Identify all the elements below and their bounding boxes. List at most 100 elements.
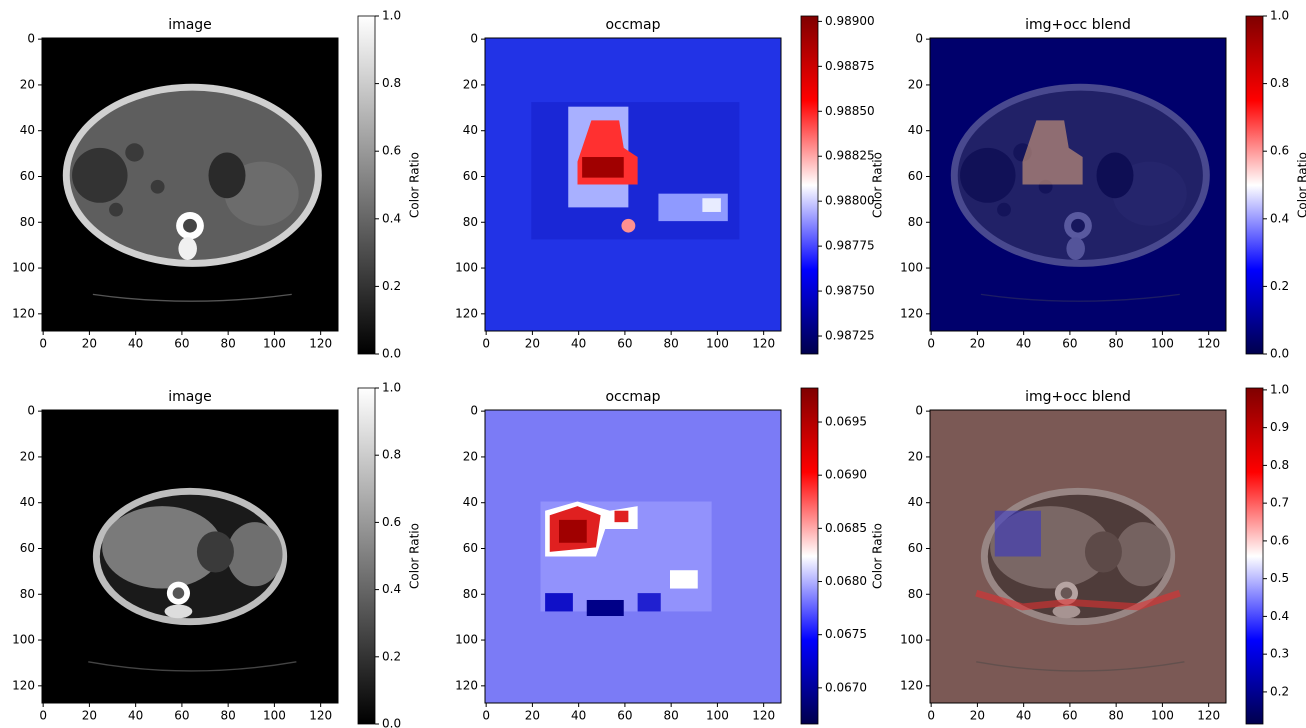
y-tick-label: 80 — [463, 587, 478, 601]
y-tick-label: 80 — [908, 215, 923, 229]
x-tick-label: 120 — [309, 709, 332, 723]
y-tick-label: 40 — [20, 495, 35, 509]
x-tick-label: 60 — [174, 709, 189, 723]
colorbar-tick-label: 0.8 — [382, 448, 401, 462]
x-tick-label: 60 — [174, 337, 189, 351]
x-tick-label: 20 — [970, 337, 985, 351]
x-tick-label: 80 — [221, 709, 236, 723]
panel-title: img+occ blend — [1025, 17, 1131, 33]
y-tick-label: 100 — [12, 261, 35, 275]
colorbar — [1246, 16, 1263, 354]
y-tick-label: 80 — [20, 587, 35, 601]
colorbar-tick-label: 1.0 — [382, 381, 401, 395]
colorbar-tick-label: 0.98825 — [825, 149, 875, 163]
y-tick-label: 0 — [470, 404, 478, 418]
y-tick-label: 100 — [455, 633, 478, 647]
panel-title: image — [168, 17, 212, 33]
colorbar-tick-label: 0.2 — [1270, 279, 1289, 293]
y-tick-label: 120 — [900, 678, 923, 692]
colorbar-tick-label: 0.4 — [1270, 211, 1289, 225]
x-tick-label: 60 — [617, 709, 632, 723]
colorbar-tick-label: 0.6 — [1270, 144, 1289, 158]
colorbar-tick-label: 0.6 — [382, 144, 401, 158]
y-tick-label: 100 — [900, 261, 923, 275]
colorbar-label: Color Ratio — [871, 523, 885, 589]
colorbar-label: Color Ratio — [871, 152, 885, 218]
colorbar-tick-label: 1.0 — [1270, 9, 1289, 23]
y-tick-label: 60 — [463, 169, 478, 183]
colorbar-tick-label: 0.98775 — [825, 239, 875, 253]
colorbar — [358, 16, 375, 354]
x-tick-label: 40 — [571, 337, 586, 351]
panel-title: occmap — [605, 389, 660, 405]
x-tick-label: 60 — [1062, 709, 1077, 723]
x-tick-label: 40 — [128, 709, 143, 723]
image-panel — [42, 38, 338, 331]
x-tick-label: 40 — [1016, 337, 1031, 351]
x-tick-label: 80 — [221, 337, 236, 351]
y-tick-label: 40 — [908, 495, 923, 509]
x-tick-label: 120 — [1197, 337, 1220, 351]
colorbar-tick-label: 0.4 — [382, 211, 401, 225]
x-tick-label: 20 — [82, 337, 97, 351]
x-tick-label: 20 — [525, 337, 540, 351]
colorbar — [1246, 388, 1263, 724]
colorbar-tick-label: 0.7 — [1270, 496, 1289, 510]
y-tick-label: 120 — [455, 306, 478, 320]
y-tick-label: 60 — [20, 169, 35, 183]
panel-title: img+occ blend — [1025, 389, 1131, 405]
x-tick-label: 60 — [617, 337, 632, 351]
colorbar-tick-label: 0.98875 — [825, 59, 875, 73]
x-tick-label: 120 — [752, 337, 775, 351]
colorbar-tick-label: 0.98800 — [825, 194, 875, 208]
x-tick-label: 100 — [1151, 337, 1174, 351]
x-tick-label: 100 — [263, 709, 286, 723]
colorbar-tick-label: 0.0675 — [825, 627, 867, 641]
colorbar-tick-label: 0.0 — [382, 717, 401, 728]
colorbar-label: Color Ratio — [408, 152, 422, 218]
x-tick-label: 60 — [1062, 337, 1077, 351]
colorbar — [801, 388, 818, 724]
y-tick-label: 100 — [455, 261, 478, 275]
colorbar-tick-label: 0.98750 — [825, 284, 875, 298]
blend-panel — [930, 410, 1226, 703]
y-tick-label: 60 — [908, 169, 923, 183]
x-tick-label: 40 — [128, 337, 143, 351]
colorbar-tick-label: 0.0690 — [825, 468, 867, 482]
x-tick-label: 80 — [1109, 709, 1124, 723]
colorbar-tick-label: 0.8 — [1270, 458, 1289, 472]
y-tick-label: 0 — [470, 32, 478, 46]
y-tick-label: 120 — [900, 306, 923, 320]
y-tick-label: 100 — [12, 633, 35, 647]
colorbar-tick-label: 0.4 — [382, 582, 401, 596]
y-tick-label: 80 — [463, 215, 478, 229]
colorbar-tick-label: 0.0695 — [825, 415, 867, 429]
occmap-panel — [485, 410, 781, 703]
figure: image 0 20 40 60 80 100 120 0 20 40 60 80 100 120 0.0 0.… — [0, 0, 1306, 728]
y-tick-label: 20 — [463, 449, 478, 463]
y-tick-label: 0 — [915, 32, 923, 46]
x-tick-label: 0 — [927, 337, 935, 351]
panel-title: image — [168, 389, 212, 405]
colorbar-tick-label: 0.2 — [1270, 684, 1289, 698]
colorbar-tick-label: 0.0 — [1270, 347, 1289, 361]
x-tick-label: 120 — [309, 337, 332, 351]
y-tick-label: 40 — [20, 123, 35, 137]
x-tick-label: 20 — [82, 709, 97, 723]
x-tick-label: 0 — [927, 709, 935, 723]
y-tick-label: 120 — [455, 678, 478, 692]
colorbar-tick-label: 0.98725 — [825, 329, 875, 343]
colorbar-tick-label: 0.0680 — [825, 574, 867, 588]
colorbar-tick-label: 0.0670 — [825, 680, 867, 694]
y-tick-label: 20 — [463, 77, 478, 91]
occmap-panel — [485, 38, 781, 331]
y-tick-label: 60 — [463, 541, 478, 555]
y-tick-label: 0 — [27, 404, 35, 418]
y-tick-label: 80 — [20, 215, 35, 229]
x-tick-label: 20 — [525, 709, 540, 723]
colorbar-tick-label: 0.3 — [1270, 647, 1289, 661]
x-tick-label: 40 — [571, 709, 586, 723]
y-tick-label: 120 — [12, 678, 35, 692]
y-tick-label: 40 — [463, 495, 478, 509]
x-tick-label: 100 — [706, 709, 729, 723]
